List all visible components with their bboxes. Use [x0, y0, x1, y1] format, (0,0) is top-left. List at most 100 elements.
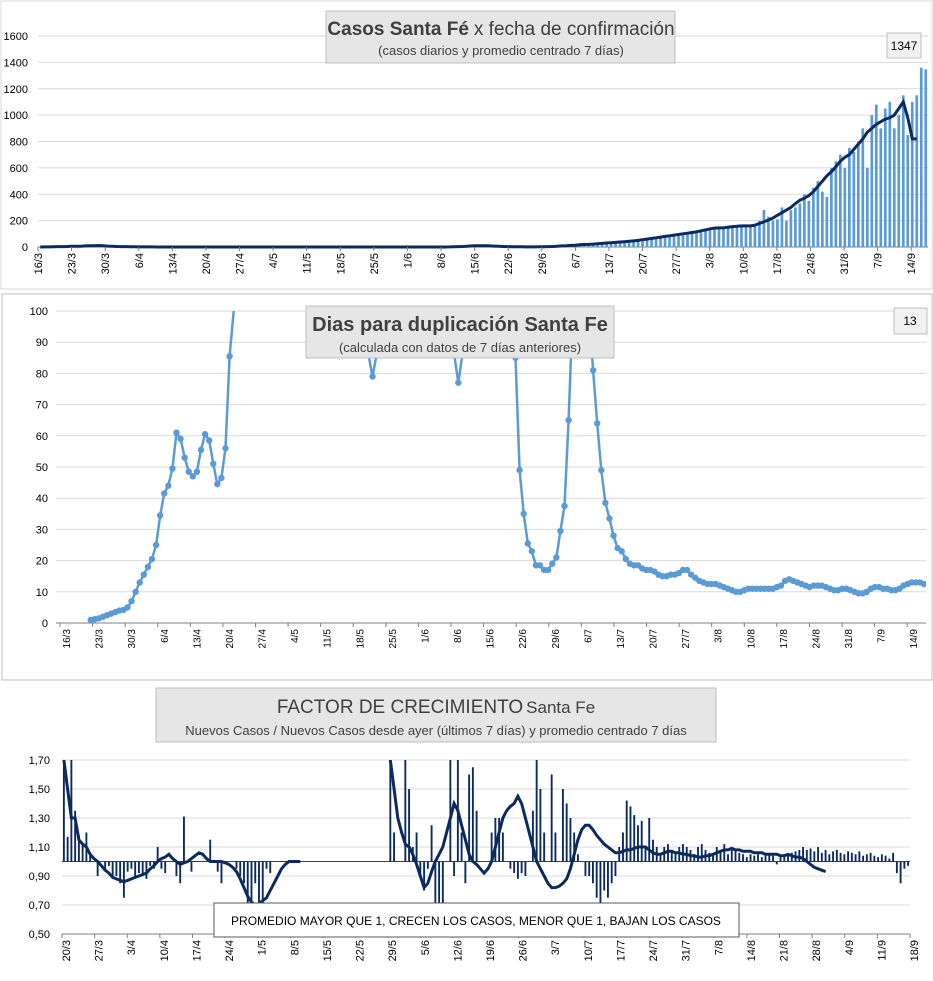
cases-xtick-label: 8/6 — [436, 253, 448, 268]
growth-title-main: FACTOR DE CRECIMIENTO — [277, 697, 523, 718]
cases-xtick-label: 25/5 — [369, 253, 381, 274]
growth-ytick-label: 1,50 — [29, 784, 50, 796]
doubling-point — [606, 515, 612, 521]
growth-bar — [209, 840, 211, 862]
cases-bar — [803, 194, 806, 247]
doubling-point — [590, 367, 596, 373]
growth-bar — [637, 825, 639, 861]
growth-bar — [750, 854, 752, 861]
cases-xtick-label: 23/3 — [67, 253, 79, 274]
growth-bar — [836, 850, 838, 862]
cases-bar — [682, 234, 685, 247]
growth-bar — [903, 862, 905, 869]
cases-xtick-label: 15/6 — [470, 253, 482, 274]
growth-bar — [813, 851, 815, 861]
growth-bar — [236, 862, 238, 869]
doubling-ytick-label: 50 — [36, 462, 48, 474]
growth-bar — [453, 862, 455, 877]
doubling-point — [202, 431, 208, 437]
doubling-point — [141, 571, 147, 577]
growth-bar — [892, 853, 894, 862]
doubling-xtick-label: 23/3 — [95, 629, 106, 649]
cases-bar — [879, 128, 882, 247]
growth-bar — [502, 833, 504, 862]
cases-title-rest: x fecha de confirmación — [474, 19, 675, 40]
doubling-point — [169, 465, 175, 471]
doubling-xtick-label: 31/8 — [844, 629, 855, 649]
growth-bar — [600, 862, 602, 906]
doubling-point — [165, 483, 171, 489]
cases-bar — [686, 233, 689, 247]
doubling-point — [161, 490, 167, 496]
cases-ytick-label: 600 — [10, 163, 28, 175]
growth-bar — [776, 862, 778, 865]
cases-bar — [924, 69, 927, 247]
cases-xtick-label: 1/6 — [402, 253, 414, 268]
doubling-point — [214, 481, 220, 487]
growth-bar — [742, 854, 744, 861]
cases-xtick-label: 13/4 — [167, 253, 179, 274]
doubling-point — [598, 467, 604, 473]
cases-bar — [763, 210, 766, 247]
cases-callout: 1347 — [891, 39, 918, 53]
doubling-point — [565, 417, 571, 423]
cases-bar — [668, 236, 671, 247]
cases-xtick-label: 29/6 — [537, 253, 549, 274]
growth-bar — [862, 856, 864, 862]
growth-bar — [851, 853, 853, 862]
cases-bar — [906, 135, 909, 247]
growth-bar — [149, 862, 151, 866]
doubling-xtick-label: 11/5 — [323, 629, 334, 648]
doubling-point — [516, 467, 522, 473]
doubling-point — [455, 380, 461, 386]
growth-bar — [183, 817, 185, 862]
doubling-point — [520, 511, 526, 517]
cases-ytick-label: 1200 — [4, 84, 28, 96]
cases-title-bold: Casos Santa Fé — [327, 19, 469, 40]
growth-bar — [566, 804, 568, 862]
growth-ytick-label: 1,10 — [29, 842, 50, 854]
growth-note: PROMEDIO MAYOR QUE 1, CRECEN LOS CASOS, … — [231, 914, 721, 928]
cases-xtick-label: 20/7 — [638, 253, 650, 274]
cases-ytick-label: 200 — [10, 216, 28, 228]
growth-bar — [164, 862, 166, 874]
cases-bar — [848, 148, 851, 247]
growth-xtick-label: 8/5 — [289, 940, 301, 955]
cases-xtick-label: 18/5 — [335, 253, 347, 274]
growth-bar — [434, 862, 436, 906]
growth-ytick-label: 0,70 — [29, 900, 50, 912]
growth-xtick-label: 3/7 — [550, 940, 562, 955]
growth-xtick-label: 3/4 — [126, 940, 138, 955]
growth-xtick-label: 28/8 — [811, 940, 823, 961]
growth-bar — [269, 862, 271, 874]
growth-bar — [562, 789, 564, 862]
cases-bar — [830, 168, 833, 247]
cases-xtick-label: 27/4 — [235, 253, 247, 274]
growth-xtick-label: 10/7 — [583, 940, 595, 961]
growth-xtick-label: 11/9 — [876, 940, 888, 961]
growth-bar — [393, 833, 395, 862]
growth-xtick-label: 15/5 — [322, 940, 334, 961]
doubling-xtick-label: 20/7 — [649, 629, 660, 649]
doubling-point — [369, 373, 375, 379]
cases-bar — [897, 115, 900, 247]
cases-bar — [727, 227, 730, 247]
growth-xtick-label: 18/9 — [909, 940, 921, 961]
growth-bar — [577, 854, 579, 861]
growth-xtick-label: 29/5 — [387, 940, 399, 961]
cases-bar — [857, 142, 860, 248]
doubling-point — [619, 548, 625, 554]
growth-bar — [513, 862, 515, 874]
cases-xtick-label: 4/5 — [268, 253, 280, 268]
growth-bar — [888, 859, 890, 862]
growth-bar — [648, 818, 650, 862]
growth-bar — [858, 851, 860, 861]
doubling-xtick-label: 27/7 — [681, 629, 692, 649]
growth-bar — [588, 862, 590, 877]
growth-bar — [476, 811, 478, 862]
growth-bar — [221, 862, 223, 884]
doubling-xtick-label: 14/9 — [909, 629, 920, 649]
doubling-point — [594, 420, 600, 426]
